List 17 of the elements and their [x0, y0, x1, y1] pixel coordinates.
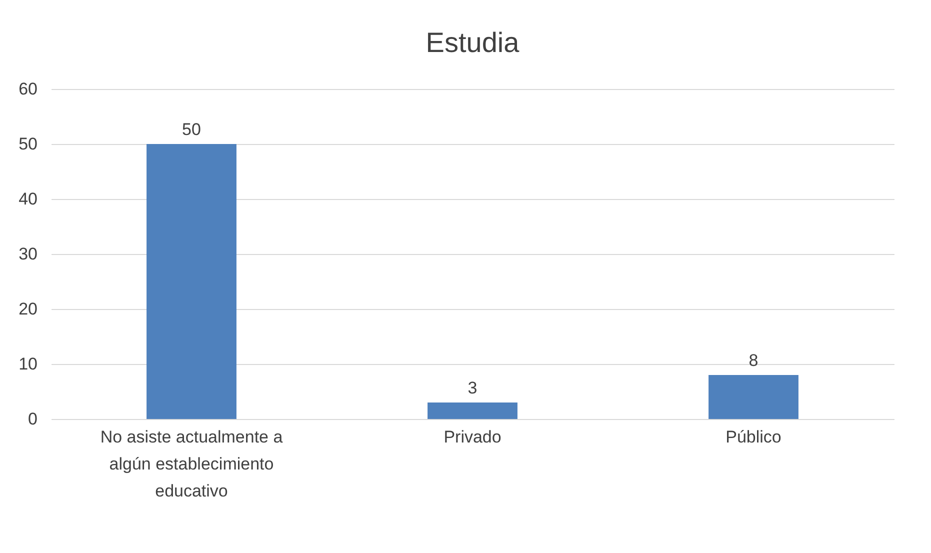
y-tick-label: 40 — [18, 190, 38, 208]
y-tick-label: 30 — [18, 244, 38, 264]
chart-title: Estudia — [426, 27, 520, 58]
data-label: 3 — [468, 378, 478, 398]
data-label: 8 — [748, 351, 758, 370]
y-tick-label: 20 — [18, 300, 38, 318]
data-label: 50 — [182, 120, 201, 139]
x-tick-label: No asiste actualmente a algún establecimiento educativo — [100, 428, 284, 500]
x-tick-label: Público — [726, 428, 782, 446]
x-tick-label: Privado — [444, 428, 502, 446]
y-tick-label: 0 — [28, 410, 38, 428]
y-tick-label: 10 — [18, 354, 38, 374]
bar — [428, 402, 518, 419]
y-tick-label: 50 — [18, 134, 38, 154]
bar — [708, 375, 798, 419]
bar — [146, 144, 236, 419]
y-tick-label: 60 — [18, 80, 38, 98]
